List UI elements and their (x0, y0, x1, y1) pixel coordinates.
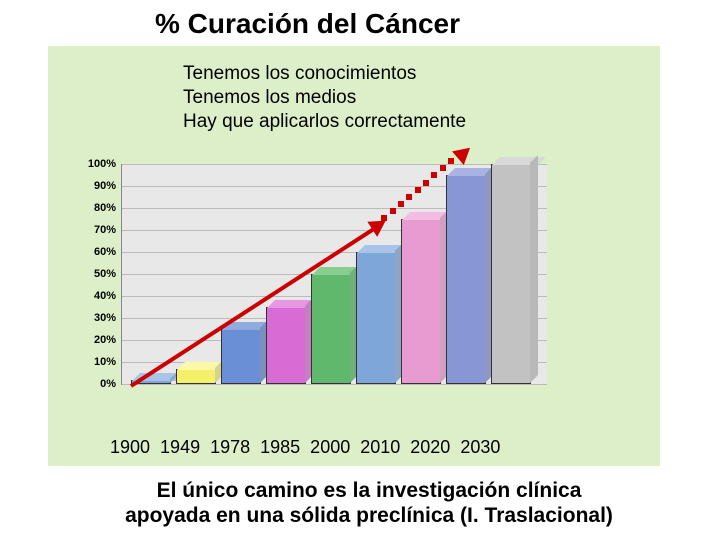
y-axis-label: 10% (71, 356, 116, 368)
subtitle-block: Tenemos los conocimientos Tenemos los me… (183, 62, 466, 133)
page-title: % Curación del Cáncer (155, 8, 460, 40)
trend-arrow-dash (440, 165, 446, 171)
trend-arrow-dash (423, 180, 429, 186)
trend-arrow-dash (406, 194, 412, 200)
y-axis-label: 0% (71, 378, 116, 390)
y-axis-label: 40% (71, 290, 116, 302)
trend-arrow-dash (448, 158, 454, 164)
y-axis-label: 100% (71, 158, 116, 170)
bar (401, 219, 441, 384)
x-axis-labels: 1900 1949 1978 1985 2000 2010 2020 2030 (110, 437, 500, 458)
footer-text: El único camino es la investigación clín… (60, 478, 678, 528)
footer-line: El único camino es la investigación clín… (60, 478, 678, 503)
trend-arrow-dash (398, 201, 404, 207)
bar (221, 329, 261, 384)
bar (446, 175, 486, 384)
footer-line: apoyada en una sólida preclínica (I. Tra… (60, 503, 678, 528)
arrowhead-icon (452, 141, 476, 165)
bar (311, 274, 351, 384)
y-axis-label: 80% (71, 202, 116, 214)
chart-area: 0%10%20%30%40%50%60%70%80%90%100% (66, 164, 546, 414)
y-axis-label: 60% (71, 246, 116, 258)
subtitle-line: Tenemos los medios (183, 86, 466, 110)
trend-arrow-dash (381, 215, 387, 221)
y-axis-label: 70% (71, 224, 116, 236)
y-axis-label: 50% (71, 268, 116, 280)
gridline (122, 384, 547, 385)
subtitle-line: Tenemos los conocimientos (183, 62, 466, 86)
bar (356, 252, 396, 384)
bar (266, 307, 306, 384)
trend-arrow-dash (415, 187, 421, 193)
subtitle-line: Hay que aplicarlos correctamente (183, 110, 466, 134)
bar (491, 164, 531, 384)
y-axis-label: 20% (71, 334, 116, 346)
trend-arrow-dash (431, 172, 437, 178)
y-axis-label: 90% (71, 180, 116, 192)
bar (176, 369, 216, 384)
trend-arrow-dash (373, 223, 379, 229)
y-axis-label: 30% (71, 312, 116, 324)
trend-arrow-dash (390, 208, 396, 214)
chart-panel: Tenemos los conocimientos Tenemos los me… (48, 46, 660, 466)
